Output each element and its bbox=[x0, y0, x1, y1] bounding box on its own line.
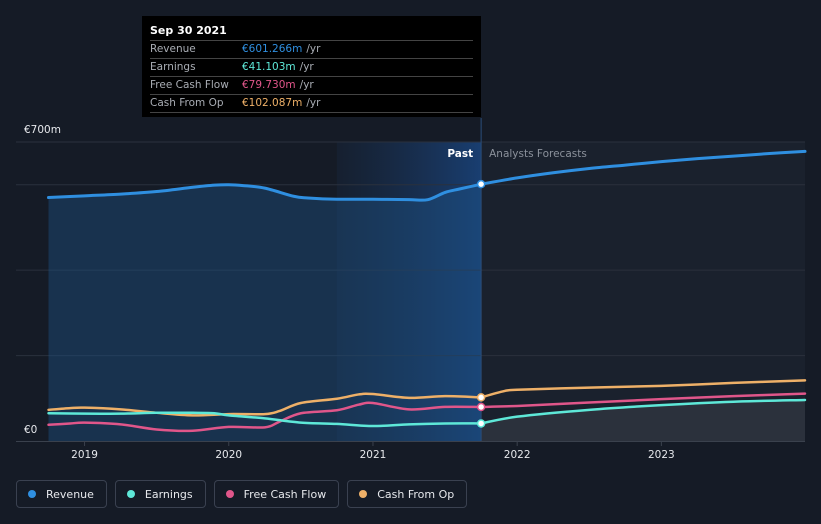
x-tick-label: 2020 bbox=[215, 449, 242, 461]
free-cash-flow-line-past bbox=[47, 401, 483, 433]
legend-dot-icon bbox=[359, 490, 368, 498]
legend-label: Earnings bbox=[144, 487, 193, 501]
tooltip-value: €601.266m bbox=[242, 43, 303, 55]
legend-item-earnings[interactable]: Earnings bbox=[114, 480, 206, 508]
earnings-marker[interactable] bbox=[476, 419, 486, 428]
cash-from-op-line-forecast bbox=[479, 379, 807, 399]
data-tooltip: Sep 30 2021 Revenue €601.266m /yr Earnin… bbox=[142, 16, 481, 117]
tooltip-row-earnings: Earnings €41.103m /yr bbox=[150, 58, 473, 76]
legend-dot-icon bbox=[28, 490, 36, 498]
free-cash-flow-line-forecast bbox=[479, 392, 807, 409]
legend-item-revenue[interactable]: Revenue bbox=[16, 480, 107, 508]
tooltip-label: Cash From Op bbox=[150, 97, 224, 109]
revenue-line-forecast bbox=[479, 149, 807, 186]
cash-from-op-line-past bbox=[47, 392, 483, 417]
tooltip-label: Free Cash Flow bbox=[150, 79, 229, 91]
legend-item-free-cash-flow[interactable]: Free Cash Flow bbox=[213, 480, 340, 508]
forecast-label: Analysts Forecasts bbox=[489, 148, 587, 160]
tooltip-value: €41.103m bbox=[242, 61, 296, 73]
legend-dot-icon bbox=[126, 490, 135, 498]
tooltip-unit: /yr bbox=[299, 79, 314, 91]
tooltip-value: €102.087m bbox=[242, 97, 303, 109]
x-tick-label: 2019 bbox=[71, 449, 98, 461]
cash-from-op-marker[interactable] bbox=[476, 393, 486, 402]
x-tick-label: 2022 bbox=[504, 449, 531, 461]
tooltip-unit: /yr bbox=[306, 43, 321, 55]
earnings-line-forecast bbox=[479, 398, 807, 425]
legend-label: Free Cash Flow bbox=[243, 487, 327, 501]
tooltip-unit: /yr bbox=[299, 61, 314, 73]
tooltip-date: Sep 30 2021 bbox=[150, 24, 227, 37]
legend-label: Cash From Op bbox=[377, 487, 455, 501]
x-tick-label: 2023 bbox=[648, 449, 675, 461]
legend: Revenue Earnings Free Cash Flow Cash Fro… bbox=[16, 480, 468, 508]
y-axis-top-label: €700m bbox=[24, 124, 61, 136]
tooltip-label: Revenue bbox=[150, 43, 196, 55]
free-cash-flow-marker[interactable] bbox=[476, 402, 486, 412]
bottom-area bbox=[481, 399, 805, 441]
y-axis-zero-label: €0 bbox=[24, 424, 37, 436]
tooltip-value: €79.730m bbox=[242, 79, 296, 91]
legend-item-cash-from-op[interactable]: Cash From Op bbox=[347, 480, 468, 508]
tooltip-row-cash-from-op: Cash From Op €102.087m /yr bbox=[150, 94, 473, 113]
past-label: Past bbox=[447, 148, 473, 160]
tooltip-row-revenue: Revenue €601.266m /yr bbox=[150, 40, 473, 58]
earnings-line-past bbox=[47, 411, 483, 428]
past-highlight-region bbox=[336, 142, 482, 441]
revenue-area bbox=[48, 184, 482, 441]
revenue-marker[interactable] bbox=[476, 179, 486, 189]
tooltip-row-free-cash-flow: Free Cash Flow €79.730m /yr bbox=[150, 76, 473, 94]
legend-dot-icon bbox=[225, 490, 234, 498]
revenue-line-past bbox=[47, 182, 483, 202]
x-tick-label: 2021 bbox=[360, 449, 387, 461]
tooltip-unit: /yr bbox=[306, 97, 321, 109]
forecast-region bbox=[481, 142, 805, 441]
tooltip-label: Earnings bbox=[150, 61, 196, 73]
legend-label: Revenue bbox=[46, 487, 94, 501]
